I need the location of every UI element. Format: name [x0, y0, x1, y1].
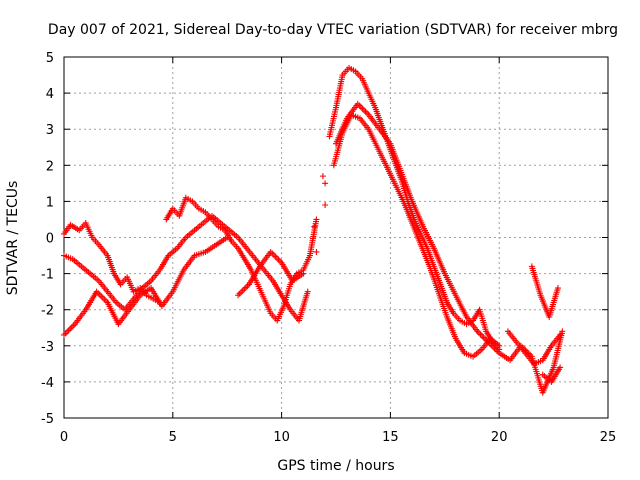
data-point-marker	[496, 342, 503, 349]
y-tick-label: 0	[46, 232, 54, 247]
data-points	[61, 64, 566, 396]
y-axis-ticks: -5 -4 -3 -2 -1 0 1 2 3 4 5	[41, 51, 608, 427]
x-axis-ticks: 0 5 10 15 20 25	[60, 57, 616, 445]
x-tick-label: 20	[491, 430, 508, 445]
y-tick-label: 3	[46, 123, 54, 138]
y-axis-label: SDTVAR / TECUs	[5, 181, 21, 296]
x-tick-label: 15	[382, 430, 399, 445]
data-point-marker	[319, 173, 326, 180]
y-tick-label: 5	[46, 51, 54, 66]
data-point-marker	[304, 288, 311, 295]
chart-title: Day 007 of 2021, Sidereal Day-to-day VTE…	[48, 22, 618, 38]
y-tick-label: -5	[41, 412, 54, 427]
x-axis-label: GPS time / hours	[277, 458, 394, 474]
data-point-marker	[322, 202, 329, 209]
x-tick-label: 5	[169, 430, 177, 445]
y-tick-label: 1	[46, 195, 54, 210]
x-tick-label: 10	[273, 430, 290, 445]
data-point-marker	[322, 180, 329, 187]
y-tick-label: -4	[41, 376, 54, 391]
data-point-marker	[300, 270, 307, 277]
x-tick-label: 25	[600, 430, 617, 445]
data-point-marker	[557, 364, 564, 371]
data-point-marker	[224, 234, 231, 241]
y-tick-label: 2	[46, 159, 54, 174]
data-point-marker	[313, 216, 320, 223]
x-tick-label: 0	[60, 430, 68, 445]
y-tick-label: -2	[41, 304, 54, 319]
y-tick-label: -1	[41, 268, 54, 283]
data-point-marker	[554, 285, 561, 292]
data-point-marker	[559, 328, 566, 335]
data-point-marker	[313, 248, 320, 255]
data-point-marker	[557, 331, 564, 338]
y-tick-label: 4	[46, 87, 54, 102]
y-tick-label: -3	[41, 340, 54, 355]
data-point-marker	[311, 223, 318, 230]
